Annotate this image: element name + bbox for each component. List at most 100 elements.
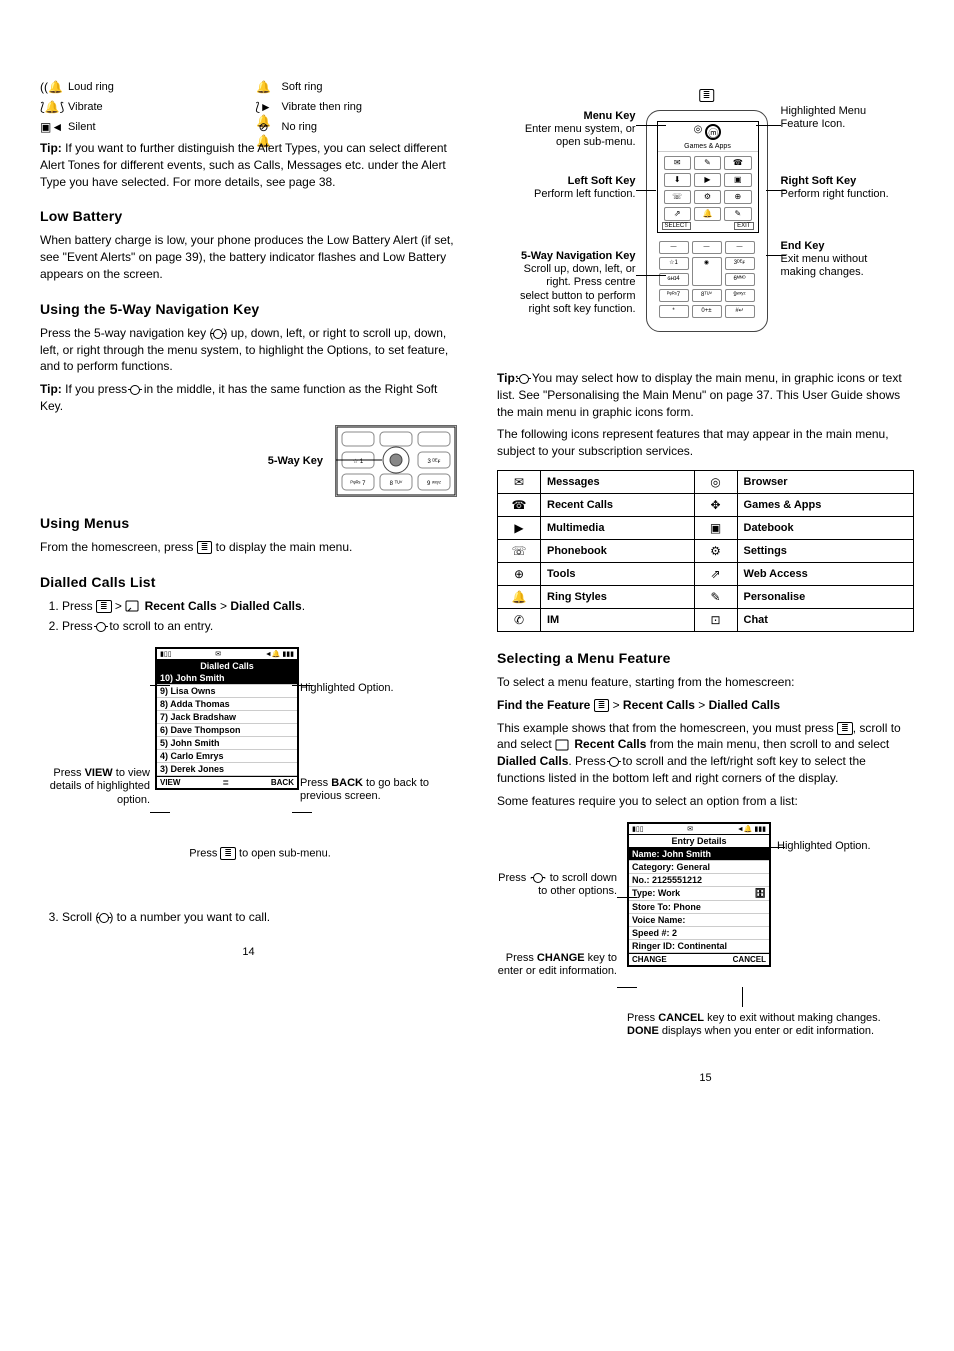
status-battery-icon: ◄🔔 ▮▮▮	[265, 650, 294, 658]
change-softkey[interactable]: CHANGE	[632, 955, 667, 964]
menu-icon-grid: ✉✎☎ ⬇▶▣ ☏⚙⊕ ⇗🔔✎	[658, 152, 758, 225]
status-battery-icon: ◄🔔 ▮▮▮	[737, 825, 766, 833]
page-number-left: 14	[40, 946, 457, 958]
list-item[interactable]: 5) John Smith	[157, 737, 297, 750]
menu-intro: The following icons represent features t…	[497, 426, 914, 460]
grid-icon[interactable]: ☏	[664, 190, 691, 204]
back-softkey[interactable]: BACK	[271, 778, 294, 787]
list-item[interactable]: 3) Derek Jones	[157, 763, 297, 776]
nav-key-icon	[130, 385, 140, 395]
grid-icon[interactable]: 🔔	[694, 207, 721, 221]
messages-icon: ✉	[498, 470, 541, 493]
menu-name: Settings	[737, 539, 913, 562]
indicator-loud: ((🔔Loud ring	[40, 80, 244, 94]
no-ring-icon: ⊘🔔	[254, 120, 274, 134]
menu-key-icon: ≣	[197, 541, 213, 554]
grid-icon[interactable]: ▶	[694, 173, 721, 187]
list-item[interactable]: Voice Name:	[629, 914, 769, 927]
list-item[interactable]: Speed #: 2	[629, 927, 769, 940]
list-item[interactable]: 7) Jack Bradshaw	[157, 711, 297, 724]
key[interactable]: *	[659, 305, 689, 318]
list-item[interactable]: 8) Adda Thomas	[157, 698, 297, 711]
nav-key-icon	[99, 913, 109, 923]
softkey-select[interactable]: SELECT	[662, 222, 691, 230]
menu-key-label: Menu Key	[584, 110, 636, 122]
key[interactable]: #↵	[725, 305, 755, 318]
key[interactable]: ᴾᵠᴿˢ7	[659, 289, 689, 302]
grid-icon[interactable]: ✉	[664, 156, 691, 170]
select-feature-text: To select a menu feature, starting from …	[497, 674, 914, 691]
right-column: Menu Key Enter menu system, or open sub-…	[497, 80, 914, 1084]
list-item[interactable]: 10) John Smith	[157, 672, 297, 685]
low-battery-heading: Low Battery	[40, 208, 457, 224]
grid-icon[interactable]: ⚙	[694, 190, 721, 204]
list-item[interactable]: Ringer ID: Continental	[629, 940, 769, 953]
grid-icon[interactable]: ✎	[694, 156, 721, 170]
highlighted-menu-icon[interactable]: ⓜ	[705, 124, 721, 140]
list-item[interactable]: 4) Carlo Emrys	[157, 750, 297, 763]
page-number-right: 15	[497, 1072, 914, 1084]
ring-soft-icon: 🔔	[254, 80, 274, 94]
dialled-ann-submenu: Press ≣ to open sub-menu.	[160, 847, 360, 861]
key[interactable]: —	[659, 241, 689, 254]
grid-icon[interactable]: ⊕	[724, 190, 751, 204]
cancel-softkey[interactable]: CANCEL	[733, 955, 766, 964]
right-softkey-desc: Perform right function.	[781, 188, 889, 200]
main-menu-tip: Tip: You may select how to display the m…	[497, 370, 914, 420]
list-item[interactable]: No.: 2125551212	[629, 874, 769, 887]
list-item[interactable]: 9) Lisa Owns	[157, 685, 297, 698]
menu-key-icon: ≣	[96, 600, 112, 613]
key-nav[interactable]: ◉	[692, 257, 722, 286]
menus-home-text: From the homescreen, press ≣ to display …	[40, 539, 457, 556]
keypad-icon: ☆ 1 3 ᴰᴱꜰ ᴾᵠᴿˢ 7 8 ᵀᵁⱽ 9 ʷˣʸᶻ	[335, 425, 457, 497]
list-item[interactable]: Store To: Phone	[629, 901, 769, 914]
nav-key-icon	[609, 757, 619, 767]
list-item[interactable]: Name: John Smith	[629, 848, 769, 861]
entry-screen-diagram: Press ·· to scroll down to other options…	[497, 822, 914, 1052]
svg-text:8 ᵀᵁⱽ: 8 ᵀᵁⱽ	[390, 480, 403, 487]
left-softkey-desc: Perform left function.	[534, 188, 636, 200]
screen-menu-title: Games & Apps	[658, 142, 758, 152]
grid-icon[interactable]: ▣	[724, 173, 751, 187]
chat-icon: ⊡	[694, 608, 737, 631]
menu-name: Recent Calls	[541, 493, 695, 516]
dialled-step-2: Press to scroll to an entry.	[62, 618, 457, 635]
fiveway-heading: Using the 5-Way Navigation Key	[40, 301, 457, 317]
key[interactable]: 8ᵀᵁⱽ	[692, 289, 722, 302]
left-softkey-label: Left Soft Key	[568, 175, 636, 187]
dialled-heading: Dialled Calls List	[40, 574, 457, 590]
list-item[interactable]: Category: General	[629, 861, 769, 874]
key[interactable]: —	[725, 241, 755, 254]
list-item[interactable]: 6) Dave Thompson	[157, 724, 297, 737]
dialled-steps: Press ≣ > Recent Calls > Dialled Calls. …	[40, 598, 457, 636]
svg-text:3 ᴰᴱꜰ: 3 ᴰᴱꜰ	[427, 458, 440, 465]
nav-key-icon	[213, 329, 223, 339]
indicator-vibrate: ⟅🔔⟆Vibrate	[40, 100, 244, 114]
select-feature-heading: Selecting a Menu Feature	[497, 650, 914, 666]
fiveway-diagram: 5-Way Key ☆ 1 3 ᴰᴱꜰ ᴾᵠᴿˢ 7 8 ᵀᵁⱽ 9 ʷˣʸᶻ	[40, 425, 457, 497]
end-key-desc: Exit menu without making changes.	[781, 253, 868, 278]
im-icon: ✆	[498, 608, 541, 631]
key[interactable]: 9ʷˣʸᶻ	[725, 289, 755, 302]
settings-icon: ⚙	[694, 539, 737, 562]
entry-ann-cancel: Press CANCEL key to exit without making …	[627, 1012, 887, 1038]
menu-name: Messages	[541, 470, 695, 493]
grid-icon[interactable]: ⇗	[664, 207, 691, 221]
grid-icon[interactable]: ✎	[724, 207, 751, 221]
grid-icon[interactable]: ☎	[724, 156, 751, 170]
nav-key-desc: Scroll up, down, left, or right. Press c…	[520, 263, 636, 315]
dialled-steps-cont: Scroll () to a number you want to call.	[40, 909, 457, 926]
softkey-exit[interactable]: EXIT	[734, 222, 753, 230]
view-softkey[interactable]: VIEW	[160, 778, 180, 787]
key[interactable]: ☆1	[659, 257, 689, 270]
menu-key-icon[interactable]: ≣	[222, 778, 229, 787]
multimedia-icon: ▶	[498, 516, 541, 539]
phonebook-icon: ☏	[498, 539, 541, 562]
key[interactable]: 6ᴹᴺᴼ	[725, 273, 755, 286]
list-item[interactable]: Type: Work🗄	[629, 887, 769, 901]
key[interactable]: 3ᴰᴱꜰ	[725, 257, 755, 270]
grid-icon[interactable]: ⬇	[664, 173, 691, 187]
key[interactable]: 0+±	[692, 305, 722, 318]
dialled-ann-highlight: Highlighted Option.	[300, 682, 420, 695]
key[interactable]: —	[692, 241, 722, 254]
